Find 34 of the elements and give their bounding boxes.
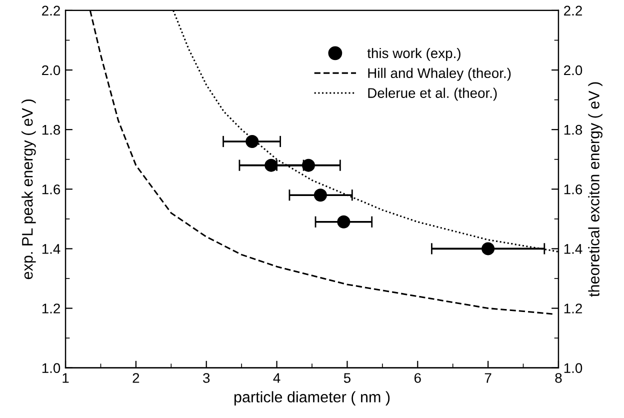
y2-tick-label: 2.2 xyxy=(564,6,582,16)
y2-tick-label: 1.2 xyxy=(564,304,582,314)
y2-axis-title: theoretical exciton energy ( eV ) xyxy=(588,82,602,297)
x-tick-label: 5 xyxy=(344,373,350,383)
y-tick-label: 2.2 xyxy=(42,6,60,16)
point xyxy=(337,215,350,228)
y-tick-label: 1.4 xyxy=(42,244,60,254)
x-axis-title: particle diameter ( nm ) xyxy=(234,391,390,406)
y2-tick-label: 1.8 xyxy=(564,124,582,135)
legend-label: Delerue et al. (theor.) xyxy=(368,88,497,101)
y-tick-label: 1.2 xyxy=(42,304,60,314)
y-axis-title: exp. PL peak energy ( eV ) xyxy=(22,100,36,280)
x-tick-label: 7 xyxy=(484,373,492,383)
y2-tick-label: 1.6 xyxy=(564,184,582,194)
point xyxy=(246,134,259,148)
y-tick-label: 1.8 xyxy=(42,124,60,135)
x-tick-label: 2 xyxy=(132,373,140,383)
y2-tick-label: 1.4 xyxy=(564,244,582,254)
x-tick-label: 3 xyxy=(203,373,210,383)
point xyxy=(482,242,495,256)
y2-tick-label: 2.0 xyxy=(564,65,582,76)
y-tick-label: 2.0 xyxy=(42,65,60,76)
y-tick-label: 1.6 xyxy=(42,184,60,194)
legend-label: this work (exp.) xyxy=(367,48,460,61)
y2-tick-label: 1.0 xyxy=(564,363,582,374)
x-tick-label: 6 xyxy=(414,373,421,383)
point xyxy=(314,188,327,202)
point xyxy=(264,158,278,172)
point xyxy=(302,158,315,172)
x-tick-label: 1 xyxy=(62,373,69,383)
legend-label: Hill and Whaley (theor.) xyxy=(368,68,511,81)
y-tick-label: 1.0 xyxy=(42,363,60,374)
x-tick-label: 8 xyxy=(555,373,562,383)
x-tick-label: 4 xyxy=(273,373,280,383)
